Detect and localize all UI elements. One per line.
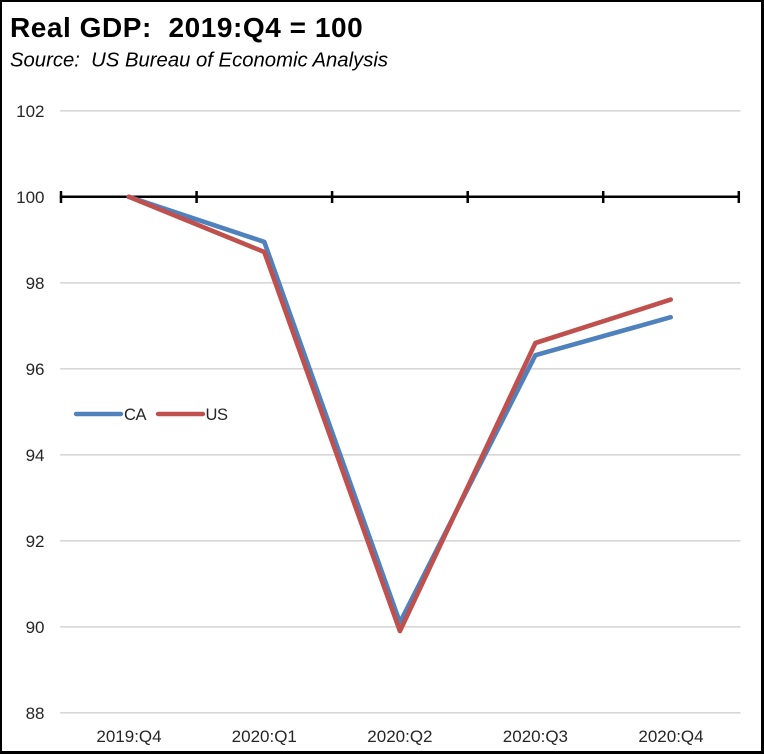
svg-text:102: 102 (16, 102, 44, 121)
svg-text:Real GDP: 2019:Q4 = 100: Real GDP: 2019:Q4 = 100 (10, 12, 363, 43)
svg-text:CA: CA (124, 406, 147, 424)
svg-text:94: 94 (26, 446, 45, 465)
svg-text:Source: US Bureau of Economic: Source: US Bureau of Economic Analysis (10, 50, 388, 72)
svg-text:2020:Q1: 2020:Q1 (232, 727, 297, 746)
svg-text:92: 92 (26, 532, 45, 551)
svg-text:2020:Q2: 2020:Q2 (367, 727, 432, 746)
svg-text:98: 98 (26, 274, 45, 293)
svg-text:2019:Q4: 2019:Q4 (96, 727, 161, 746)
svg-text:88: 88 (26, 704, 45, 723)
svg-text:2020:Q4: 2020:Q4 (638, 727, 703, 746)
svg-text:96: 96 (26, 360, 45, 379)
svg-text:90: 90 (26, 618, 45, 637)
svg-text:100: 100 (16, 188, 44, 207)
svg-text:2020:Q3: 2020:Q3 (503, 727, 568, 746)
svg-text:US: US (206, 406, 229, 424)
